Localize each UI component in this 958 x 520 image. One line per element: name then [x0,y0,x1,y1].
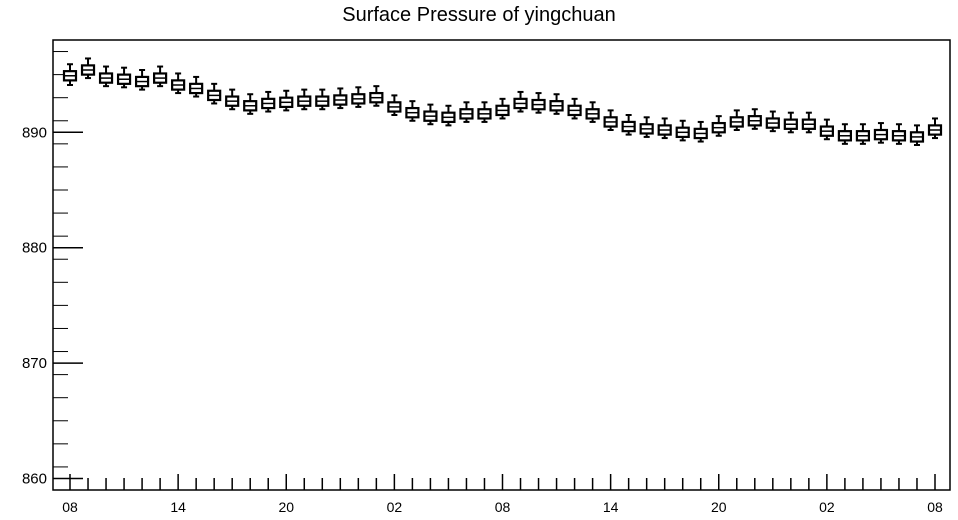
box-item [891,123,907,145]
box-item [477,101,492,123]
box-item [549,93,564,115]
x-tick-label: 14 [603,499,619,515]
y-tick-label: 870 [22,355,47,372]
x-tick-label: 20 [278,499,294,515]
box-item [531,92,546,114]
box-item [621,114,636,136]
y-tick-label: 890 [22,124,47,141]
box-item [98,65,114,88]
x-tick-label: 14 [170,499,186,515]
box-item [134,69,150,91]
box-item [405,100,420,122]
box-item [261,90,276,113]
box-item [351,86,366,108]
box-item [909,124,925,146]
box-item [495,97,510,120]
box-item [423,103,438,126]
box-item [693,120,708,143]
box-item [369,85,384,107]
box-item [927,117,943,140]
x-tick-label: 02 [819,499,835,515]
box-item [153,65,168,88]
box-series [62,57,943,146]
box-item [315,88,330,111]
x-tick-label: 20 [711,499,727,515]
y-tick-label: 860 [22,470,47,487]
box-item [387,94,402,116]
box-item [567,97,582,120]
box-item [747,108,762,130]
box-item [639,116,654,138]
box-item [873,122,889,144]
x-tick-label: 02 [387,499,403,515]
box-item [116,66,132,89]
box-item [333,87,348,110]
box-item [62,63,78,86]
box-item [603,109,618,131]
box-item [675,119,690,142]
box-item [711,115,726,137]
box-item [279,89,294,112]
plot-frame [52,39,951,491]
box-item [441,104,456,127]
chart-title: Surface Pressure of yingchuan [342,4,616,26]
box-item [837,123,852,145]
x-tick-label: 08 [495,499,511,515]
box-item [585,101,600,123]
box-item [765,110,780,133]
box-item [207,82,222,105]
box-item [459,101,474,123]
box-item [171,72,186,95]
y-tick-label: 880 [22,240,47,257]
box-item [513,90,528,113]
box-item [297,88,312,111]
box-item [225,88,240,111]
x-tick-label: 08 [927,499,943,515]
box-item [801,111,816,134]
x-tick-label: 08 [62,499,78,515]
box-item [729,109,744,131]
box-item [189,75,204,98]
x-axis: 08 14 20 02 08 14 20 02 08 [62,474,943,515]
y-axis: 860 870 880 890 [22,51,83,491]
box-item [855,123,871,145]
box-item [819,118,834,141]
box-item [657,117,672,140]
box-item [80,57,96,80]
box-item [243,93,258,115]
box-item [783,111,798,134]
